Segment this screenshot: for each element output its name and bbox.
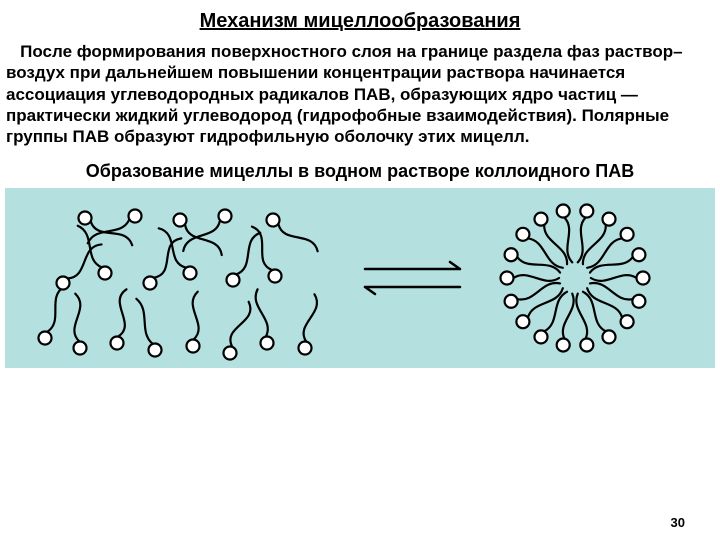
micelle-svg [5, 188, 715, 368]
micelle-diagram [5, 188, 715, 368]
page-number: 30 [671, 515, 685, 530]
body-text-span: После формирования поверхностного слоя н… [6, 42, 683, 146]
page-title: Механизм мицеллообразования [4, 10, 716, 33]
diagram-subtitle: Образование мицеллы в водном растворе ко… [4, 161, 716, 182]
body-paragraph: После формирования поверхностного слоя н… [6, 41, 714, 147]
